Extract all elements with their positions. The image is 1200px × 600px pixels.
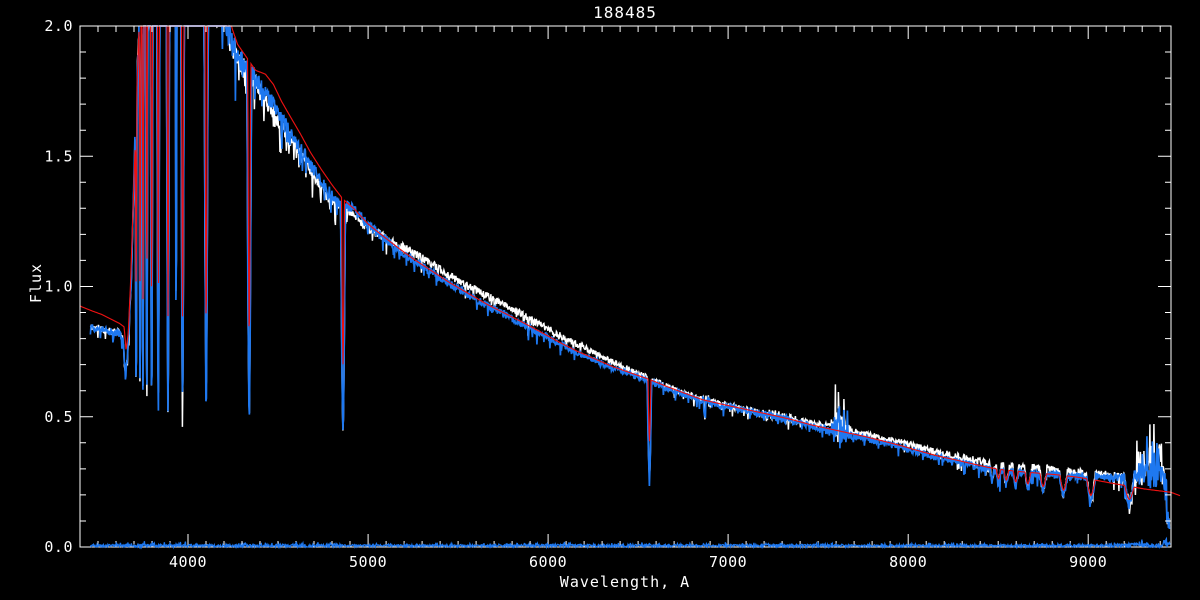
x-tick-label: 9000 — [1069, 553, 1107, 571]
plot-frame — [79, 25, 1172, 548]
model-spectrum-red-line — [79, 25, 1181, 500]
y-axis-label: Flux — [27, 263, 45, 303]
x-tick-label: 5000 — [349, 553, 387, 571]
plot-title: 188485 — [593, 3, 657, 22]
axis-ticks — [79, 26, 1171, 547]
x-tick-label: 8000 — [889, 553, 927, 571]
x-axis-label: Wavelength, A — [560, 573, 690, 591]
y-tick-label: 1.5 — [44, 147, 73, 165]
y-tick-label: 1.0 — [44, 278, 73, 296]
x-tick-label: 4000 — [169, 553, 207, 571]
y-tick-label: 0.5 — [44, 408, 73, 426]
observed-spectrum-blue-line — [89, 24, 1171, 530]
noise-floor-spectrum-line — [89, 536, 1171, 550]
x-tick-label: 6000 — [529, 553, 567, 571]
y-tick-label: 0.0 — [44, 538, 73, 556]
y-tick-label: 2.0 — [44, 17, 73, 35]
x-tick-label: 7000 — [709, 553, 747, 571]
